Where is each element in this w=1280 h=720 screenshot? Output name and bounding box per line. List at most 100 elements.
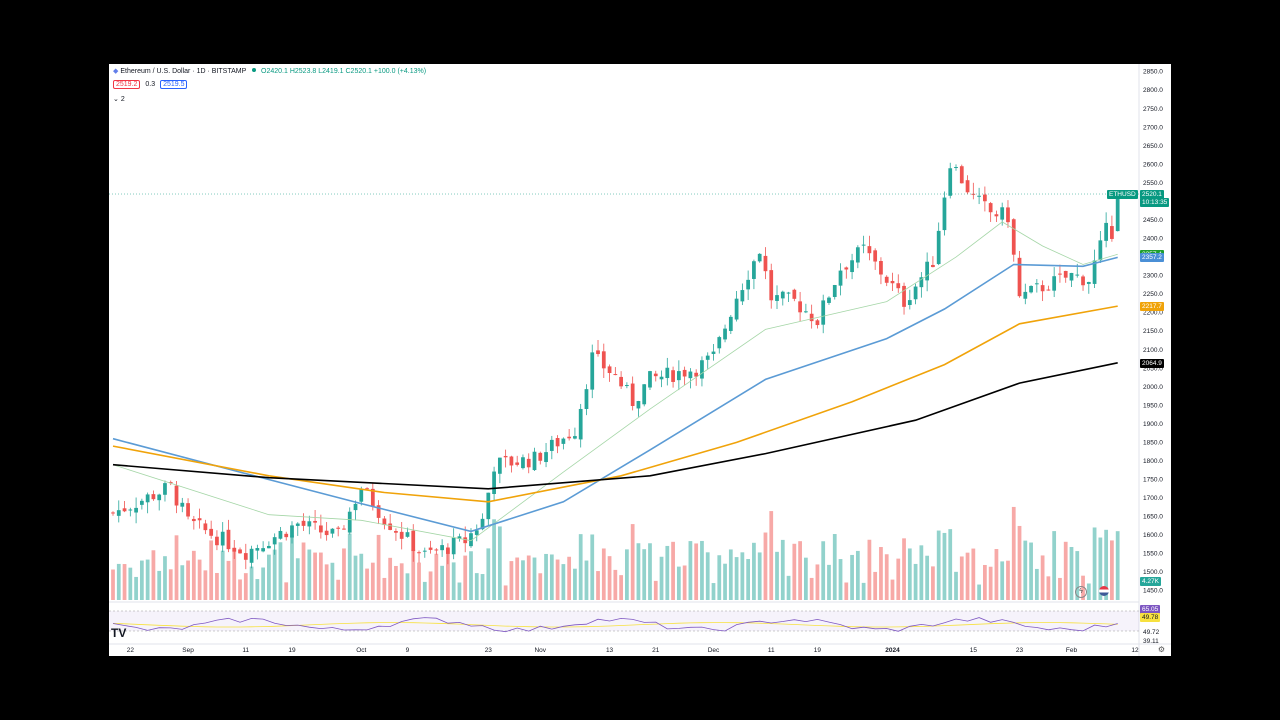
volume-bar xyxy=(434,553,439,600)
price-tick-label: 1750.0 xyxy=(1143,477,1163,484)
volume-bar xyxy=(832,534,837,600)
volume-bar xyxy=(844,582,849,600)
chevron-down-icon: ⌄ xyxy=(113,96,119,103)
price-tick-label: 1950.0 xyxy=(1143,402,1163,409)
candle-body xyxy=(267,545,271,549)
candle-body xyxy=(578,408,583,440)
volume-bar xyxy=(942,532,947,600)
volume-bar xyxy=(509,561,514,600)
candle-body xyxy=(515,462,520,465)
indicator-toggle[interactable]: ⌄ 2 xyxy=(113,95,125,103)
volume-bar xyxy=(163,556,167,600)
candle-body xyxy=(711,351,716,354)
candle-body xyxy=(157,494,162,501)
candle-body xyxy=(111,512,115,514)
buy-button[interactable]: 2519.5 xyxy=(160,80,188,89)
volume-bar xyxy=(601,548,606,600)
candle-body xyxy=(838,270,843,286)
volume-bar xyxy=(128,567,133,600)
volume-bar xyxy=(446,549,450,600)
rsi-band xyxy=(109,611,1139,631)
volume-bar xyxy=(1086,583,1091,600)
candle-body xyxy=(671,370,675,382)
time-axis-label: 11 xyxy=(768,647,775,654)
volume-bar xyxy=(815,564,820,600)
candle-body xyxy=(497,457,502,474)
candle-body xyxy=(590,352,595,390)
candle-body xyxy=(867,246,872,254)
candle-body xyxy=(948,168,953,196)
volume-bar xyxy=(463,555,468,600)
volume-bar xyxy=(809,577,814,600)
flash-icon[interactable]: ϟ xyxy=(1075,586,1087,598)
candle-body xyxy=(411,530,416,552)
moving-average-line xyxy=(112,221,1118,542)
volume-bar xyxy=(347,533,352,600)
price-tick-label: 2250.0 xyxy=(1143,291,1163,298)
ethereum-icon: ◆ xyxy=(113,68,119,75)
volume-bar xyxy=(734,557,739,600)
candle-body xyxy=(1075,274,1080,276)
sell-button[interactable]: 2519.2 xyxy=(113,80,141,89)
symbol-legend[interactable]: ◆ Ethereum / U.S. Dollar · 1D · BITSTAMP… xyxy=(113,67,426,75)
volume-bar xyxy=(884,554,889,600)
candle-body xyxy=(186,503,190,517)
candle-body xyxy=(503,455,508,458)
gear-icon[interactable]: ⚙ xyxy=(1157,645,1165,654)
candle-body xyxy=(394,530,398,533)
volume-bar xyxy=(180,565,185,600)
volume-bar xyxy=(417,562,421,600)
volume-bar xyxy=(549,554,554,600)
candle-body xyxy=(740,290,745,302)
volume-bar xyxy=(879,547,883,600)
candle-body xyxy=(827,297,831,303)
volume-bar xyxy=(469,551,473,600)
candle-body xyxy=(728,316,733,331)
candle-body xyxy=(648,371,652,388)
volume-bar xyxy=(422,581,427,600)
candlestick-chart[interactable]: 2850.0 2800.0 2750.0 2700.0 2650.0 2600.0 2550… xyxy=(109,64,1171,656)
volume-bar xyxy=(965,552,970,600)
volume-bar xyxy=(780,539,785,600)
time-axis-label: 11 xyxy=(242,647,249,654)
candle-body xyxy=(428,547,433,550)
volume-bar xyxy=(1098,537,1103,600)
volume-bar xyxy=(394,565,398,600)
candle-body xyxy=(902,285,906,307)
candle-body xyxy=(584,389,589,409)
volume-bar xyxy=(324,564,329,600)
time-axis-label: Feb xyxy=(1066,647,1078,654)
us-flag-icon[interactable] xyxy=(1099,586,1109,596)
price-tick-label: 2750.0 xyxy=(1143,106,1163,113)
volume-bar xyxy=(700,540,704,600)
volume-bar xyxy=(226,560,231,600)
volume-bar xyxy=(111,569,115,600)
volume-bar xyxy=(1046,576,1051,600)
volume-bar xyxy=(1017,525,1022,600)
volume-bar xyxy=(988,566,993,600)
volume-bar xyxy=(867,539,872,600)
volume-bar xyxy=(151,550,156,600)
price-tick-label: 1900.0 xyxy=(1143,421,1163,428)
candle-body xyxy=(873,250,878,262)
volume-bar xyxy=(959,556,964,600)
volume-bar xyxy=(1058,577,1062,600)
volume-bar xyxy=(671,541,675,600)
candle-body xyxy=(775,295,779,301)
volume-bar xyxy=(370,562,375,600)
candle-body xyxy=(353,503,358,511)
volume-bars xyxy=(111,506,1120,600)
volume-bar xyxy=(994,549,999,600)
volume-bar xyxy=(238,579,242,600)
time-axis-label: 9 xyxy=(406,647,410,654)
candle-body xyxy=(717,337,722,349)
candle-body xyxy=(1104,222,1109,241)
volume-bar xyxy=(665,545,670,600)
price-tick-label: 1450.0 xyxy=(1143,588,1163,595)
volume-bar xyxy=(688,541,693,600)
volume-bar xyxy=(1000,561,1005,600)
volume-bar xyxy=(174,535,179,600)
volume-bar xyxy=(728,549,733,600)
volume-bar xyxy=(902,538,906,600)
volume-bar xyxy=(220,550,225,600)
